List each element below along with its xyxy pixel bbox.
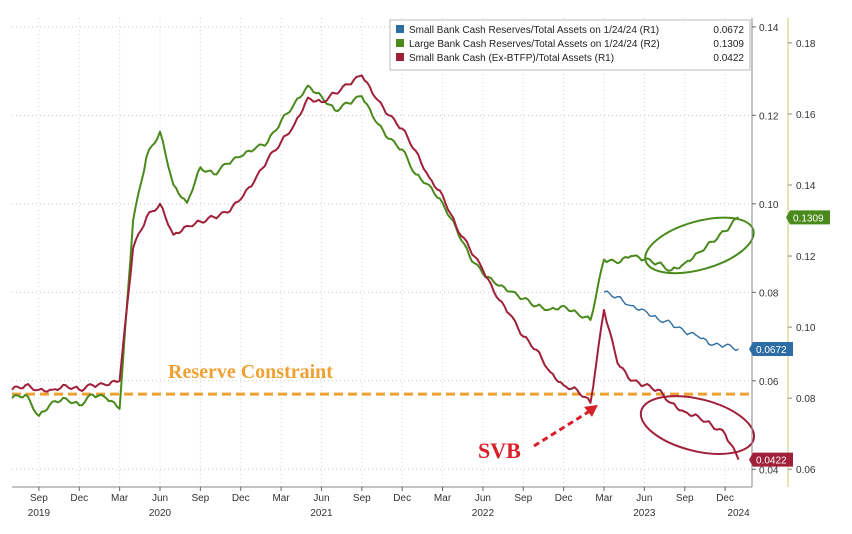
x-year-label: 2021 <box>310 508 333 519</box>
x-year-label: 2024 <box>727 508 750 519</box>
x-tick-label: Dec <box>555 493 573 504</box>
y-right-tick-label: 0.14 <box>796 181 816 192</box>
legend-swatch <box>396 53 404 61</box>
y-left-tick-label: 0.10 <box>759 200 779 211</box>
value-badge-bg <box>749 341 793 356</box>
value-badge-text: 0.1309 <box>793 213 824 224</box>
value-badge-text: 0.0422 <box>756 456 787 467</box>
x-year-label: 2019 <box>28 508 51 519</box>
x-tick-label: Mar <box>434 493 452 504</box>
x-axis-ticks: Sep Dec Mar Jun Sep Dec Mar Jun Sep Dec Mar Jun Sep D… <box>28 487 750 519</box>
x-tick-label: Mar <box>111 493 129 504</box>
x-year-label: 2022 <box>472 508 495 519</box>
svb-arrow-head <box>584 404 598 417</box>
y-right-tick-label: 0.10 <box>796 323 816 334</box>
legend-value: 0.0672 <box>713 25 744 36</box>
legend-value: 0.1309 <box>713 39 744 50</box>
x-tick-label: Sep <box>191 493 209 504</box>
x-tick-label: Jun <box>636 493 652 504</box>
y-axis-left-ticks: 0.04 0.06 0.08 0.10 0.12 0.14 <box>752 23 779 476</box>
value-badge-text: 0.0672 <box>756 345 787 356</box>
legend-label: Large Bank Cash Reserves/Total Assets on… <box>409 39 660 50</box>
legend-label: Small Bank Cash Reserves/Total Assets on… <box>409 25 659 36</box>
y-left-tick-label: 0.12 <box>759 111 779 122</box>
x-tick-label: Sep <box>676 493 694 504</box>
x-tick-label: Dec <box>716 493 734 504</box>
axes <box>12 18 789 488</box>
small-bank-highlight-ellipse <box>639 395 756 455</box>
y-right-tick-label: 0.08 <box>796 394 816 405</box>
svb-label: SVB <box>478 438 521 463</box>
value-badge-bg <box>749 452 793 467</box>
y-left-tick-label: 0.14 <box>759 23 779 34</box>
series-layer <box>11 74 740 460</box>
y-left-tick-label: 0.06 <box>759 377 779 388</box>
y-axis-right-ticks: 0.06 0.08 0.10 0.12 0.14 0.16 0.18 <box>788 39 816 476</box>
x-tick-label: Mar <box>595 493 613 504</box>
x-tick-label: Mar <box>272 493 290 504</box>
svb-arrow-line <box>533 409 591 448</box>
x-year-label: 2020 <box>149 508 172 519</box>
legend-box <box>389 19 751 71</box>
series-line-1 <box>11 84 739 417</box>
x-tick-label: Jun <box>152 493 168 504</box>
legend-swatch <box>396 25 404 33</box>
y-right-tick-label: 0.12 <box>796 252 816 263</box>
x-tick-label: Jun <box>313 493 329 504</box>
x-tick-label: Jun <box>475 493 491 504</box>
svb-annotation: SVB <box>478 404 598 463</box>
series-line-2 <box>11 74 740 460</box>
y-right-tick-label: 0.16 <box>796 110 816 121</box>
y-left-tick-label: 0.04 <box>759 465 779 476</box>
y-right-tick-label: 0.06 <box>796 465 816 476</box>
x-tick-label: Sep <box>30 493 48 504</box>
reserve-constraint-label: Reserve Constraint <box>168 361 333 383</box>
y-right-tick-label: 0.18 <box>796 39 816 50</box>
large-bank-highlight-ellipse <box>644 216 755 275</box>
x-tick-label: Sep <box>353 493 371 504</box>
y-left-tick-label: 0.08 <box>759 288 779 299</box>
legend-label: Small Bank Cash (Ex-BTFP)/Total Assets (… <box>409 53 614 64</box>
x-tick-label: Sep <box>514 493 532 504</box>
legend: Small Bank Cash Reserves/Total Assets on… <box>389 19 751 71</box>
x-tick-label: Dec <box>232 493 250 504</box>
x-year-label: 2023 <box>633 508 656 519</box>
legend-swatch <box>396 39 404 47</box>
series-line-3 <box>603 290 739 352</box>
value-badges: 0.1309 0.0672 0.0422 <box>749 210 830 467</box>
highlight-circles <box>639 216 756 455</box>
legend-value: 0.0422 <box>713 53 744 64</box>
x-tick-label: Dec <box>393 493 411 504</box>
value-badge-bg <box>786 210 830 225</box>
x-tick-label: Dec <box>70 493 88 504</box>
